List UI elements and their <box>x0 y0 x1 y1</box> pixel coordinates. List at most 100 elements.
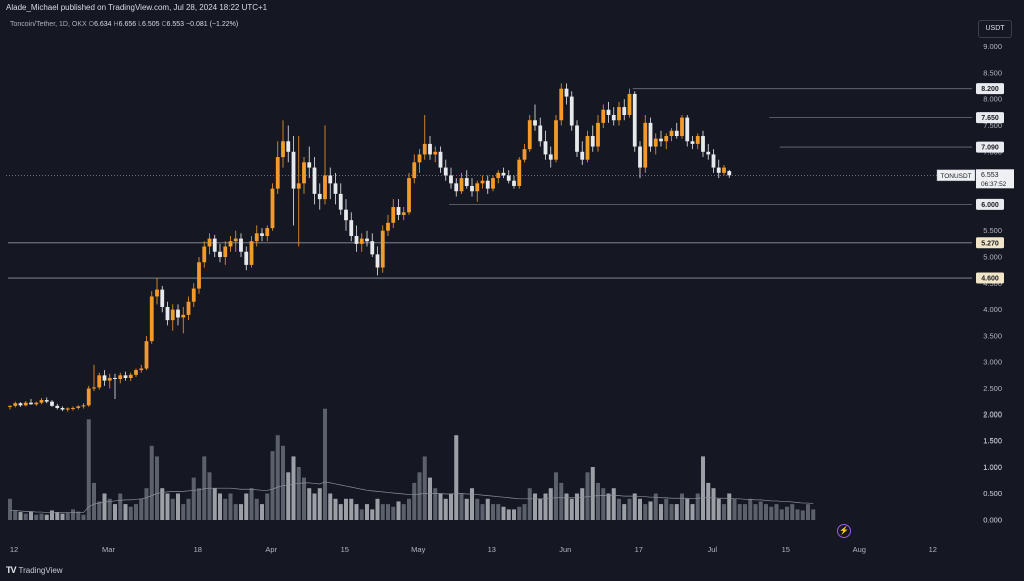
lightning-icon[interactable]: ⚡ <box>837 524 851 538</box>
candle-body <box>302 162 306 184</box>
price-tick-label: 4.000 <box>983 305 1002 314</box>
candle-body <box>716 167 721 173</box>
candle-body <box>375 254 380 268</box>
candle-body <box>8 405 12 407</box>
volume-bar <box>170 498 175 520</box>
candle-body <box>338 193 343 210</box>
volume-bar <box>412 482 417 520</box>
candle-body <box>370 241 375 255</box>
time-tick-label: 18 <box>194 545 202 554</box>
candle-body <box>638 146 642 168</box>
volume-bar <box>785 506 789 520</box>
candle-body <box>197 262 201 289</box>
volume-bar <box>76 511 81 520</box>
volume-bar <box>181 504 186 520</box>
volume-bar <box>260 504 264 520</box>
volume-bar <box>774 504 779 520</box>
current-price-tag <box>976 169 1014 189</box>
candle-body <box>317 193 322 200</box>
volume-bar <box>575 493 579 520</box>
volume-bar <box>559 482 564 520</box>
candle-body <box>13 403 18 406</box>
volume-tick-label: 0.500 <box>983 489 1002 498</box>
publisher-line: Alade_Michael published on TradingView.c… <box>6 3 268 12</box>
candle-body <box>218 251 222 257</box>
volume-bar <box>517 506 522 520</box>
candle-body <box>522 149 527 160</box>
candle-body <box>438 151 443 168</box>
volume-bar <box>270 451 275 520</box>
candle-body <box>223 246 228 257</box>
time-tick-label: Aug <box>853 545 866 554</box>
price-tick-label: 3.500 <box>983 331 1002 340</box>
volume-bar <box>685 498 690 520</box>
candle-body <box>92 387 96 389</box>
volume-bar <box>695 493 700 520</box>
candle-body <box>643 122 648 168</box>
volume-bar <box>548 488 553 520</box>
volume-bar <box>669 504 674 520</box>
volume-bar <box>149 445 154 520</box>
candle-body <box>239 238 243 252</box>
volume-bar <box>727 493 732 520</box>
volume-bar <box>328 493 333 520</box>
candle-body <box>459 178 464 192</box>
level-tag <box>976 272 1004 284</box>
candle-body <box>265 228 270 236</box>
candle-body <box>685 117 690 142</box>
candle-body <box>123 375 128 378</box>
volume-bar <box>422 456 427 520</box>
volume-bar <box>438 493 443 520</box>
candle-body <box>18 403 23 406</box>
volume-bar <box>611 488 616 520</box>
volume-bar <box>249 488 254 520</box>
brand-name: TradingView <box>18 565 63 575</box>
time-tick-label: 17 <box>635 545 643 554</box>
candle-body <box>323 175 327 200</box>
volume-bar <box>638 498 642 520</box>
volume-bar <box>375 498 380 520</box>
volume-bar <box>296 467 301 520</box>
level-tag-label: 6.000 <box>981 202 999 209</box>
candle-body <box>701 136 705 152</box>
candle-body <box>170 309 175 321</box>
candle-body <box>617 107 621 121</box>
candle-body <box>590 136 595 147</box>
volume-bar <box>128 506 133 520</box>
volume-bar <box>722 504 726 520</box>
price-tick-label: 7.500 <box>983 121 1002 130</box>
candle-body <box>517 159 522 186</box>
close-value: 6.553 <box>166 21 185 28</box>
ticker-tag <box>936 169 976 182</box>
price-tick-label: 1.000 <box>983 463 1002 472</box>
candle-body <box>569 96 574 126</box>
current-price-label: 6.553 <box>981 172 999 179</box>
price-tick-label: 9.000 <box>983 42 1002 51</box>
time-tick-label: May <box>411 545 425 554</box>
candle-body <box>296 183 301 189</box>
candle-body <box>501 172 506 176</box>
volume-bar <box>674 504 679 520</box>
volume-bar <box>34 514 39 520</box>
candle-body <box>538 125 543 142</box>
price-tick-label: 5.000 <box>983 253 1002 262</box>
volume-bar <box>333 498 338 520</box>
countdown-label: 06:37:52 <box>981 181 1007 188</box>
volume-bar <box>160 488 165 520</box>
volume-bar <box>8 498 12 520</box>
volume-bar <box>302 477 306 520</box>
currency-button[interactable]: USDT <box>978 20 1012 38</box>
candle-body <box>81 405 86 407</box>
volume-bar <box>312 493 317 520</box>
volume-bar <box>475 498 480 520</box>
candle-body <box>622 107 627 115</box>
level-tag <box>976 141 1004 153</box>
volume-bar <box>737 504 742 520</box>
volume-bar <box>349 498 354 520</box>
candle-body <box>401 212 406 215</box>
level-tag-label: 7.650 <box>981 115 999 122</box>
time-axis[interactable]: 12 Mar 18 Apr 15 May 13 Jun 17 Jul 15 Aug 12 <box>10 545 937 554</box>
candle-body <box>312 167 317 194</box>
volume-bar <box>711 488 716 520</box>
